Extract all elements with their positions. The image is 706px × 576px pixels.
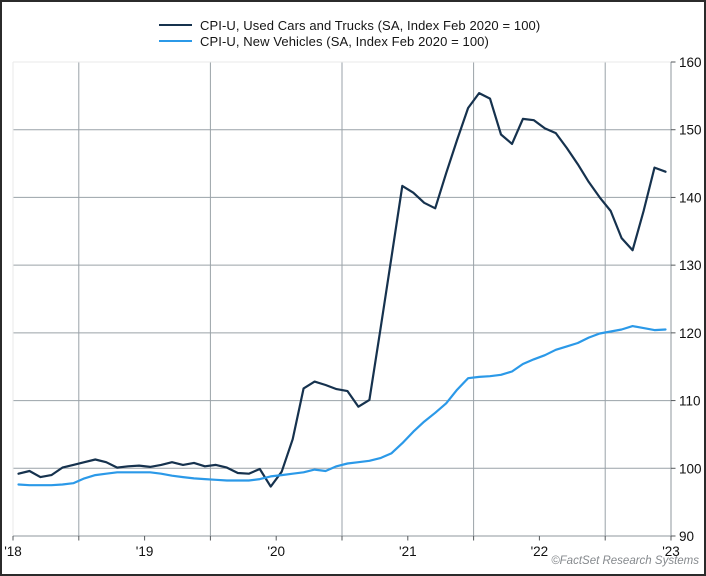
y-axis-label: 100 <box>679 461 702 476</box>
y-axis-label: 160 <box>679 55 702 70</box>
legend-label-new-vehicles: CPI-U, New Vehicles (SA, Index Feb 2020 … <box>200 33 489 49</box>
line-new-vehicles <box>17 325 667 487</box>
y-axis-label: 130 <box>679 258 702 273</box>
legend-swatch-new-vehicles-line <box>159 40 192 42</box>
legend-item-used-cars: CPI-U, Used Cars and Trucks (SA, Index F… <box>159 17 540 33</box>
y-axis-label: 90 <box>679 529 694 544</box>
line-used-cars-and-trucks <box>17 91 667 488</box>
x-axis-label: '22 <box>531 544 549 559</box>
legend-item-new-vehicles: CPI-U, New Vehicles (SA, Index Feb 2020 … <box>159 33 540 49</box>
tick-marks <box>12 61 676 541</box>
factset-watermark: ©FactSet Research Systems <box>551 555 699 567</box>
y-axis-label: 110 <box>679 394 701 409</box>
x-axis-label: '23 <box>662 544 680 559</box>
x-axis-label: '18 <box>4 544 22 559</box>
legend-label-used-cars: CPI-U, Used Cars and Trucks (SA, Index F… <box>200 17 541 33</box>
y-axis-label: 140 <box>679 190 702 205</box>
y-axis-labels: 90 100 110 120 130 140 150 160 <box>679 55 702 544</box>
x-axis-labels: '18 '19 '20 '21 '22 '23 <box>4 544 680 559</box>
x-axis-label: '20 <box>267 544 285 559</box>
y-axis-label: 120 <box>679 326 702 341</box>
x-axis-label: '19 <box>136 544 154 559</box>
legend-swatch-used-cars-line <box>159 24 192 26</box>
x-axis-label: '21 <box>399 544 417 559</box>
gridlines <box>13 62 671 536</box>
chart-legend: CPI-U, Used Cars and Trucks (SA, Index F… <box>159 17 540 49</box>
y-axis-label: 150 <box>679 123 702 138</box>
